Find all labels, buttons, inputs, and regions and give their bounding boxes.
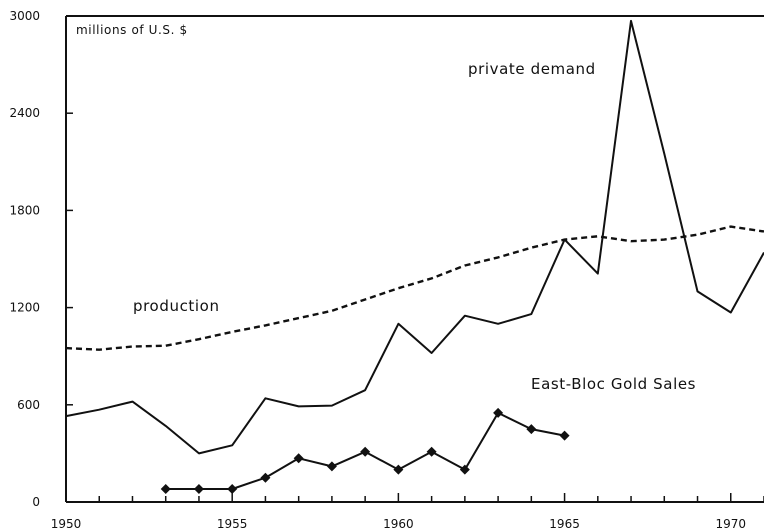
diamond-marker xyxy=(360,446,371,457)
series-label-private-demand: private demand xyxy=(468,60,596,78)
x-axis-ticks: 1950 1955 1960 1965 1970 xyxy=(51,493,764,531)
x-tick-label: 1950 xyxy=(51,517,82,531)
y-tick-label: 2400 xyxy=(9,106,40,120)
diamond-marker xyxy=(193,484,204,495)
series-label-production: production xyxy=(133,297,220,315)
diamond-marker xyxy=(160,484,171,495)
y-tick-label: 0 xyxy=(32,495,40,509)
diamond-marker xyxy=(393,464,404,475)
diamond-marker xyxy=(426,446,437,457)
series-line-production xyxy=(65,225,764,351)
y-tick-label: 1800 xyxy=(9,203,40,217)
y-axis-ticks: 0 600 1200 1800 2400 3000 xyxy=(9,9,73,509)
series-layer xyxy=(65,19,764,490)
diamond-marker xyxy=(293,453,304,464)
y-tick-label: 1200 xyxy=(9,301,40,315)
diamond-marker xyxy=(326,461,337,472)
diamond-marker xyxy=(559,430,570,441)
diamond-marker xyxy=(493,407,504,418)
x-tick-label: 1960 xyxy=(383,517,414,531)
x-tick-label: 1970 xyxy=(715,517,746,531)
diamond-marker xyxy=(526,424,537,435)
y-tick-label: 600 xyxy=(17,398,40,412)
diamond-marker xyxy=(227,484,238,495)
plot-frame xyxy=(65,15,764,503)
diamond-marker xyxy=(459,464,470,475)
x-tick-label: 1955 xyxy=(217,517,248,531)
series-line-private-demand xyxy=(65,19,764,455)
series-label-east-bloc: East-Bloc Gold Sales xyxy=(531,375,696,393)
marker-layer xyxy=(160,407,570,495)
x-tick-label: 1965 xyxy=(549,517,580,531)
diamond-marker xyxy=(260,472,271,483)
y-tick-label: 3000 xyxy=(9,9,40,23)
unit-label: millions of U.S. $ xyxy=(76,23,188,37)
